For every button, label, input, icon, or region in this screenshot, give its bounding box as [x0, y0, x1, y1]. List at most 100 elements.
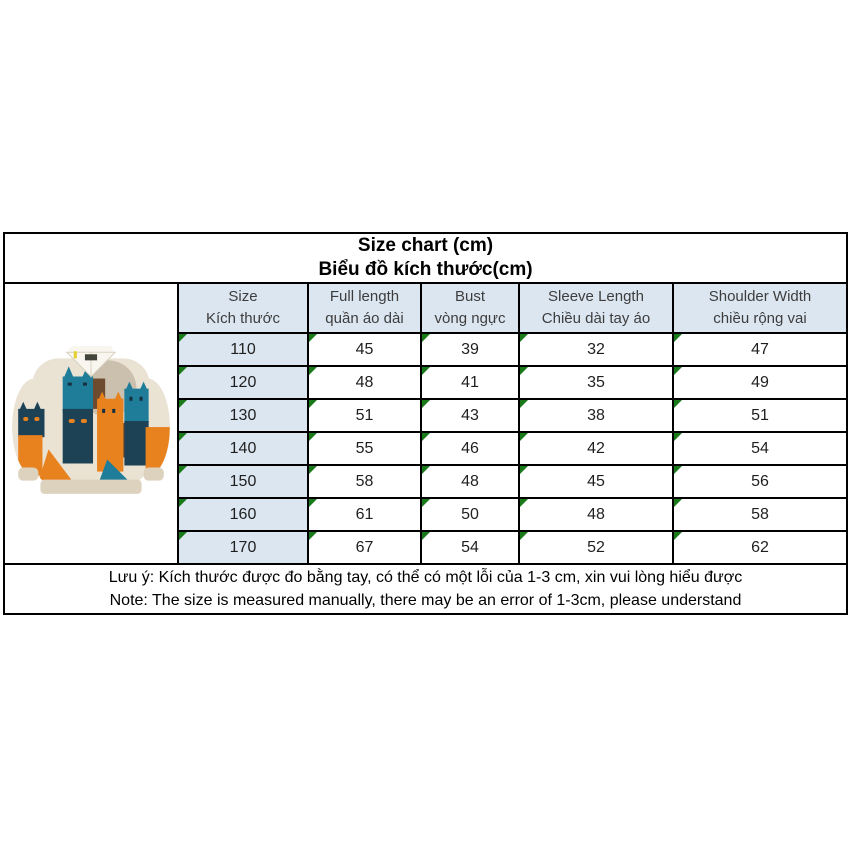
table-row: 130 51 43 38 51	[179, 400, 846, 433]
cell-flag-icon	[179, 433, 187, 441]
size-table: Size Kích thước Full length quần áo dài …	[179, 284, 846, 563]
cell-flag-icon	[422, 367, 430, 375]
product-image-cell	[5, 284, 179, 563]
cell-flag-icon	[674, 466, 682, 474]
sleeve-cell: 35	[520, 367, 674, 398]
sleeve-cell: 42	[520, 433, 674, 464]
note-en: Note: The size is measured manually, the…	[109, 592, 742, 609]
header-bust: Bust vòng ngực	[422, 284, 520, 332]
sleeve-cell: 38	[520, 400, 674, 431]
cell-flag-icon	[422, 466, 430, 474]
full-length-cell: 51	[309, 400, 422, 431]
cell-flag-icon	[674, 367, 682, 375]
size-cell: 170	[179, 532, 309, 563]
cell-flag-icon	[179, 532, 187, 540]
collar-label	[84, 354, 98, 361]
table-row: 140 55 46 42 54	[179, 433, 846, 466]
size-cell: 130	[179, 400, 309, 431]
size-cell: 150	[179, 466, 309, 497]
full-length-cell: 48	[309, 367, 422, 398]
note-vi: Lưu ý: Kích thước được đo bằng tay, có t…	[108, 569, 743, 586]
cell-flag-icon	[422, 499, 430, 507]
cell-flag-icon	[520, 334, 528, 342]
cell-flag-icon	[520, 466, 528, 474]
size-cell: 120	[179, 367, 309, 398]
title-vi: Biểu đồ kích thước(cm)	[318, 259, 533, 280]
cell-flag-icon	[520, 433, 528, 441]
cell-flag-icon	[179, 334, 187, 342]
cell-flag-icon	[674, 433, 682, 441]
cell-flag-icon	[674, 532, 682, 540]
cell-flag-icon	[422, 532, 430, 540]
product-image	[12, 346, 170, 494]
cell-flag-icon	[520, 532, 528, 540]
full-length-cell: 61	[309, 499, 422, 530]
cell-flag-icon	[179, 466, 187, 474]
hem-rib	[40, 479, 142, 494]
sleeve-cell: 48	[520, 499, 674, 530]
bust-cell: 48	[422, 466, 520, 497]
shoulder-cell: 49	[674, 367, 846, 398]
shoulder-cell: 54	[674, 433, 846, 464]
cell-flag-icon	[309, 334, 317, 342]
header-shoulder-width: Shoulder Width chiều rộng vai	[708, 288, 812, 327]
cell-flag-icon	[422, 334, 430, 342]
bust-cell: 46	[422, 433, 520, 464]
cat-print-pattern	[18, 360, 170, 482]
bust-cell: 39	[422, 334, 520, 365]
cell-flag-icon	[422, 433, 430, 441]
full-length-cell: 45	[309, 334, 422, 365]
collar-tag	[73, 351, 77, 359]
shoulder-cell: 58	[674, 499, 846, 530]
bust-cell: 54	[422, 532, 520, 563]
bust-cell: 41	[422, 367, 520, 398]
size-cell: 110	[179, 334, 309, 365]
size-cell: 140	[179, 433, 309, 464]
right-cuff	[143, 467, 164, 481]
cell-flag-icon	[179, 367, 187, 375]
full-length-cell: 58	[309, 466, 422, 497]
cell-flag-icon	[309, 367, 317, 375]
measurement-note: Lưu ý: Kích thước được đo bằng tay, có t…	[5, 563, 846, 613]
full-length-cell: 55	[309, 433, 422, 464]
shoulder-cell: 56	[674, 466, 846, 497]
shoulder-cell: 62	[674, 532, 846, 563]
shoulder-cell: 47	[674, 334, 846, 365]
chart-title: Size chart (cm) Biểu đồ kích thước(cm)	[5, 234, 846, 284]
table-header-row: Size Kích thước Full length quần áo dài …	[179, 284, 846, 334]
polo-collar	[65, 346, 117, 378]
size-chart-sheet: Size chart (cm) Biểu đồ kích thước(cm)	[3, 232, 848, 615]
bust-cell: 43	[422, 400, 520, 431]
cell-flag-icon	[179, 400, 187, 408]
table-main: Size Kích thước Full length quần áo dài …	[5, 284, 846, 563]
header-full-length: Full length quần áo dài	[309, 284, 422, 332]
cell-flag-icon	[422, 400, 430, 408]
cell-flag-icon	[674, 499, 682, 507]
cell-flag-icon	[309, 532, 317, 540]
full-length-cell: 67	[309, 532, 422, 563]
size-cell: 160	[179, 499, 309, 530]
sleeve-cell: 45	[520, 466, 674, 497]
cell-flag-icon	[674, 400, 682, 408]
cell-flag-icon	[309, 499, 317, 507]
table-row: 170 67 54 52 62	[179, 532, 846, 563]
cell-flag-icon	[309, 400, 317, 408]
table-row: 160 61 50 48 58	[179, 499, 846, 532]
left-cuff	[18, 467, 39, 481]
bust-cell: 50	[422, 499, 520, 530]
header-sleeve-length: Sleeve Length Chiều dài tay áo	[520, 284, 674, 332]
table-row: 120 48 41 35 49	[179, 367, 846, 400]
header-size: Size Kích thước	[179, 284, 309, 332]
cell-flag-icon	[179, 499, 187, 507]
shoulder-cell: 51	[674, 400, 846, 431]
cell-flag-icon	[309, 433, 317, 441]
sleeve-cell: 32	[520, 334, 674, 365]
title-en: Size chart (cm)	[357, 235, 494, 256]
cell-flag-icon	[309, 466, 317, 474]
table-row: 150 58 48 45 56	[179, 466, 846, 499]
cell-flag-icon	[520, 367, 528, 375]
sleeve-cell: 52	[520, 532, 674, 563]
cell-flag-icon	[520, 499, 528, 507]
cell-flag-icon	[674, 334, 682, 342]
table-row: 110 45 39 32 47	[179, 334, 846, 367]
